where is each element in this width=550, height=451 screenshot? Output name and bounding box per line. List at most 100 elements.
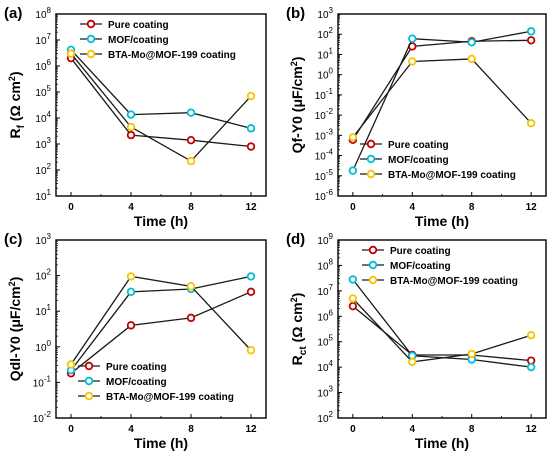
- legend-marker: [366, 169, 376, 179]
- x-axis-title: Time (h): [415, 213, 469, 229]
- data-point: [526, 118, 536, 128]
- x-tick-label: 8: [188, 202, 194, 213]
- y-axis-title: Rf (Ω cm2): [7, 71, 27, 138]
- legend-marker: [84, 361, 94, 371]
- y-tick-label: 10-6: [315, 188, 334, 203]
- legend-label: MOF/coating: [108, 35, 169, 46]
- series-line: [352, 39, 532, 141]
- y-tick-label: 103: [317, 385, 333, 400]
- legend-marker: [368, 245, 378, 255]
- x-tick-label: 8: [469, 202, 475, 213]
- data-point: [408, 357, 417, 367]
- y-tick-label: 103: [317, 6, 333, 21]
- y-axis-title: Qdl-Y0 (μF/cm2): [7, 277, 23, 382]
- panel-c: (c) 10-2 10-1 100 101 102 103 0 4 8 12 Time (h) Qdl-…: [4, 231, 267, 451]
- y-tick-label: 10-5: [315, 168, 334, 183]
- panel-letter: (c): [4, 231, 22, 248]
- y-tick-label: 10-3: [315, 127, 334, 142]
- y-tick-label: 101: [35, 303, 51, 318]
- panel-d: (d) 102 103 104 105 106 107 108 109 0 4 8 12 Time (h)…: [286, 231, 547, 451]
- panel-letter: (b): [286, 5, 305, 22]
- legend-label: BTA-Mo@MOF-199 coating: [106, 392, 234, 403]
- x-tick-label: 4: [128, 424, 134, 435]
- data-point: [66, 360, 76, 369]
- data-point: [126, 287, 136, 297]
- data-point: [66, 49, 76, 58]
- data-point: [467, 38, 476, 47]
- legend-label: Pure coating: [390, 246, 451, 257]
- legend-marker: [84, 391, 94, 401]
- y-tick-label: 108: [35, 6, 51, 21]
- data-point: [246, 346, 256, 355]
- legend-label: Pure coating: [108, 20, 169, 31]
- data-point: [126, 130, 136, 140]
- x-tick-label: 12: [526, 202, 538, 213]
- y-tick-label: 10-1: [33, 374, 52, 389]
- y-tick-label: 10-2: [315, 107, 334, 122]
- x-tick-label: 4: [410, 424, 416, 435]
- legend-label: MOF/coating: [388, 155, 449, 166]
- data-point: [126, 122, 136, 132]
- y-tick-label: 104: [35, 110, 51, 125]
- y-tick-label: 100: [317, 67, 333, 82]
- y-tick-label: 100: [35, 339, 51, 354]
- data-point: [526, 27, 536, 36]
- y-tick-label: 101: [35, 188, 51, 203]
- y-tick-label: 106: [317, 308, 333, 323]
- data-point: [186, 108, 196, 117]
- x-tick-label: 12: [526, 424, 538, 435]
- series-line: [70, 275, 252, 365]
- legend-marker: [368, 260, 378, 270]
- series-line: [70, 275, 252, 371]
- data-point: [526, 331, 536, 340]
- y-tick-label: 107: [35, 32, 51, 47]
- y-tick-label: 102: [35, 162, 51, 177]
- legend-marker: [86, 19, 96, 29]
- y-tick-label: 101: [317, 46, 333, 61]
- data-point: [246, 124, 256, 133]
- panel-b: (b) 10-6 10-5 10-4 10-3 10-2 10-1 100 101 102 103 0…: [286, 5, 547, 229]
- x-tick-label: 8: [469, 424, 475, 435]
- legend-marker: [86, 49, 96, 59]
- data-point: [348, 294, 358, 303]
- y-tick-label: 107: [317, 283, 333, 298]
- x-tick-label: 0: [68, 202, 74, 213]
- series-line: [352, 279, 532, 368]
- data-point: [186, 313, 196, 323]
- legend-marker: [366, 154, 376, 164]
- y-tick-label: 105: [35, 84, 51, 99]
- legend-label: BTA-Mo@MOF-199 coating: [108, 50, 236, 61]
- series-line: [352, 298, 532, 363]
- x-tick-label: 0: [68, 424, 74, 435]
- y-tick-label: 10-4: [315, 148, 334, 163]
- x-tick-label: 12: [245, 202, 257, 213]
- y-axis-title: Rct (Ω cm2): [289, 293, 309, 366]
- legend-marker: [84, 376, 94, 386]
- data-point: [467, 54, 476, 64]
- data-point: [348, 301, 358, 311]
- series-line: [70, 57, 252, 148]
- data-point: [126, 272, 136, 281]
- y-tick-label: 103: [35, 136, 51, 151]
- data-point: [348, 275, 358, 284]
- legend-label: MOF/coating: [390, 261, 451, 272]
- legend-marker: [368, 275, 378, 285]
- legend-label: BTA-Mo@MOF-199 coating: [390, 276, 518, 287]
- data-point: [526, 36, 536, 45]
- data-point: [126, 110, 136, 119]
- y-tick-label: 102: [35, 268, 51, 283]
- y-tick-label: 105: [317, 334, 333, 349]
- legend-label: Pure coating: [106, 362, 167, 373]
- data-point: [467, 349, 476, 359]
- y-tick-label: 106: [35, 58, 51, 73]
- panel-a: (a) 101 102 103 104 105 106 107 108 0 4 8 12 Time (h)…: [4, 5, 267, 229]
- y-tick-label: 103: [35, 232, 51, 247]
- data-point: [186, 156, 196, 166]
- y-tick-label: 104: [317, 359, 333, 374]
- data-point: [408, 34, 417, 43]
- data-point: [246, 142, 256, 151]
- legend-label: MOF/coating: [106, 377, 167, 388]
- data-point: [526, 362, 536, 372]
- data-point: [186, 282, 196, 291]
- x-axis-title: Time (h): [134, 435, 188, 451]
